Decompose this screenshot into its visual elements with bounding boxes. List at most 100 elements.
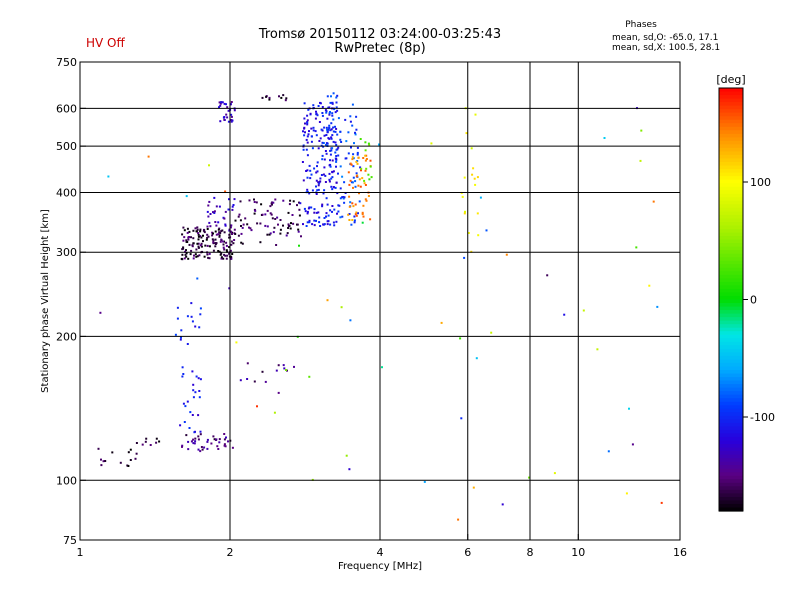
data-point [329, 149, 332, 152]
data-point [345, 157, 348, 160]
data-point [316, 170, 319, 173]
data-point [223, 248, 226, 251]
data-point [256, 222, 259, 225]
data-point [239, 219, 242, 222]
data-point [306, 119, 309, 122]
data-point [355, 211, 358, 214]
data-point [331, 101, 334, 104]
data-point [158, 440, 161, 443]
data-point [230, 224, 233, 227]
data-point [321, 106, 324, 108]
data-point [218, 227, 221, 230]
data-point [337, 146, 340, 149]
data-point [350, 163, 353, 166]
colorbar-segment [719, 405, 743, 410]
data-point [334, 111, 337, 114]
colorbar-segment [719, 447, 743, 452]
data-point [194, 391, 197, 394]
y-tick-label: 600 [56, 102, 77, 115]
data-point [338, 204, 341, 207]
data-point [298, 244, 300, 247]
data-point [229, 103, 232, 106]
data-point [344, 118, 347, 121]
cluster-f2-o-trace [301, 101, 340, 227]
data-point [215, 224, 218, 227]
colorbar-segment [719, 387, 743, 392]
colorbar-segment [719, 207, 743, 212]
data-point [246, 362, 249, 365]
data-point [307, 108, 310, 111]
data-point [362, 157, 365, 159]
data-point [183, 229, 186, 232]
data-point [359, 166, 362, 169]
data-point [463, 176, 466, 179]
data-point [229, 249, 232, 252]
data-point [255, 201, 258, 204]
data-point [218, 106, 220, 109]
data-point [356, 153, 359, 156]
colorbar-segment [719, 373, 743, 378]
colorbar-segment [719, 239, 743, 244]
cluster-f2-o-trace-upper [320, 92, 339, 168]
colorbar-segment [719, 105, 743, 110]
data-point [189, 253, 192, 256]
data-point [333, 208, 336, 211]
colorbar-segment [719, 236, 743, 241]
data-point [261, 370, 264, 373]
colorbar-segment [719, 91, 743, 96]
data-point [352, 153, 355, 156]
data-point [190, 440, 193, 443]
data-point [270, 202, 273, 205]
data-point [339, 165, 342, 168]
colorbar-segment [719, 324, 743, 329]
colorbar-segment [719, 489, 743, 494]
data-point [291, 214, 294, 216]
data-point [224, 210, 227, 213]
data-point [315, 110, 317, 113]
y-tick-label: 100 [56, 474, 77, 487]
data-point [313, 211, 316, 214]
data-point [313, 208, 316, 211]
colorbar-segment [719, 221, 743, 227]
data-point [237, 215, 240, 218]
data-point [298, 201, 300, 204]
data-point [192, 442, 195, 445]
data-point [188, 243, 191, 246]
cluster-e-trace-low [97, 447, 138, 467]
data-point [180, 336, 182, 339]
data-point [188, 427, 191, 429]
data-point [360, 167, 363, 170]
data-point [470, 147, 473, 150]
data-point [197, 435, 200, 438]
data-point [332, 130, 335, 133]
colorbar-segment [719, 288, 743, 294]
data-point [313, 167, 316, 170]
data-point [192, 389, 195, 392]
data-point [149, 444, 152, 446]
data-point [231, 253, 234, 255]
data-point [316, 165, 318, 168]
colorbar-tick-label: 0 [750, 294, 757, 307]
y-axis-title: Stationary phase Virtual Height [km] [40, 209, 51, 393]
data-point [217, 448, 220, 450]
data-point [277, 391, 280, 394]
colorbar-segment [719, 320, 743, 325]
colorbar-segment [719, 197, 743, 202]
data-point [347, 171, 350, 174]
colorbar-segment [719, 183, 743, 188]
data-point [321, 154, 324, 157]
y-tick-label: 750 [56, 56, 77, 69]
data-point [335, 144, 338, 146]
data-point [329, 153, 332, 156]
colorbar-segment [719, 338, 743, 343]
data-point [322, 192, 325, 195]
data-point [316, 114, 319, 117]
data-point [187, 257, 190, 260]
data-point [323, 223, 326, 226]
data-point [361, 221, 364, 224]
data-point [185, 249, 187, 252]
data-point [660, 501, 663, 504]
data-point [299, 202, 302, 205]
data-point [322, 173, 325, 176]
data-point [193, 254, 195, 257]
